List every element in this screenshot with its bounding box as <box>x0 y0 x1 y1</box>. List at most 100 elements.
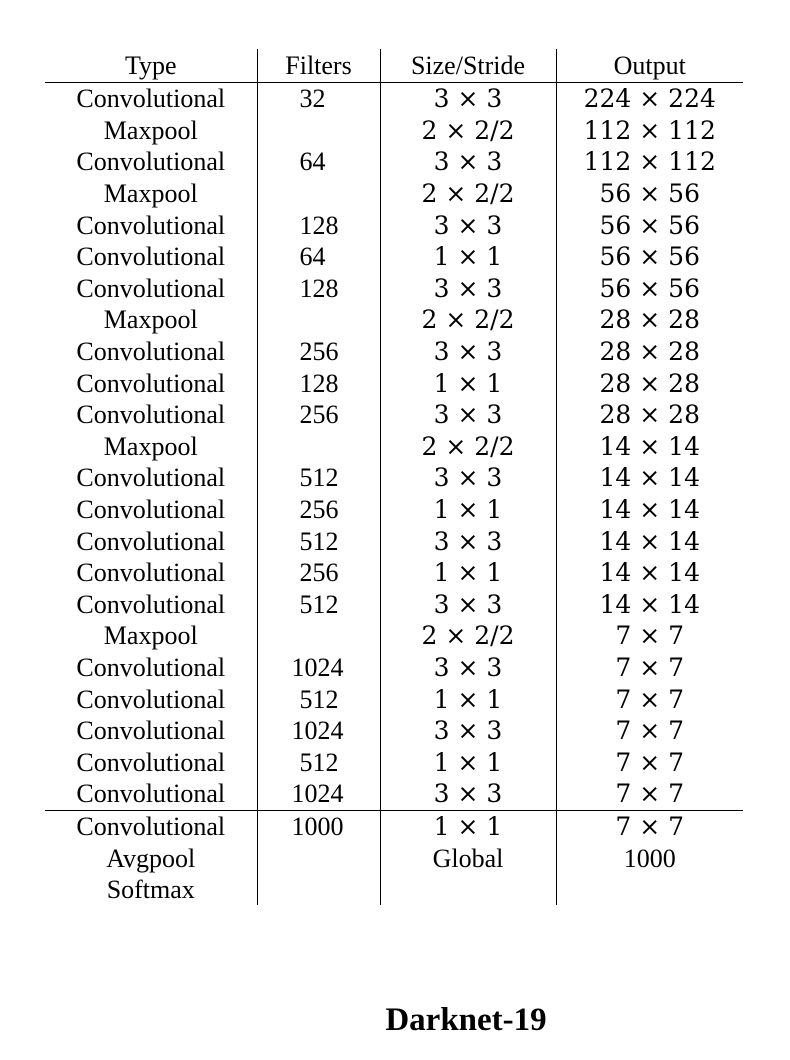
table-row: Avgpool Global 1000 <box>45 842 743 874</box>
cell-filters <box>256 430 380 463</box>
cell-output: 14 × 14 <box>555 556 743 589</box>
cell-type: Convolutional <box>76 495 226 525</box>
cell-size-stride-value: 3 × 3 <box>433 716 503 746</box>
cell-size-stride-value: 1 × 1 <box>433 747 503 777</box>
cell-filters: 1024 <box>256 778 380 811</box>
table-row: Convolutional 512 1 × 1 7 × 7 <box>45 683 743 715</box>
cell-filters: 512 <box>256 683 380 715</box>
cell-type: Convolutional <box>76 589 226 619</box>
cell-filters <box>256 873 380 906</box>
cell-filters <box>256 620 380 652</box>
cell-output-value: 56 × 56 <box>599 210 700 240</box>
cell-size-stride: 3 × 3 <box>379 209 556 241</box>
cell-size-stride: 1 × 1 <box>379 493 556 526</box>
cell-type: Convolutional <box>76 716 226 746</box>
cell-size-stride: Global <box>379 842 556 874</box>
cell-filters: 1000 <box>256 809 380 843</box>
cell-filters: 256 <box>256 493 380 526</box>
cell-filters: 512 <box>256 462 380 494</box>
cell-size-stride-value: 3 × 3 <box>433 652 503 682</box>
cell-size-stride: 1 × 1 <box>379 240 556 273</box>
cell-output: 1000 <box>555 842 743 874</box>
feature-extractor-rows: Convolutional 32 3 × 3 224 × 224 Maxpool 2 × … <box>45 82 743 811</box>
cell-output-value: 28 × 28 <box>599 337 700 367</box>
cell-type: Convolutional <box>76 526 226 556</box>
cell-output: 7 × 7 <box>555 746 743 779</box>
cell-size-stride-value: 1 × 1 <box>433 368 503 398</box>
cell-size-stride: 2 × 2/2 <box>379 177 556 210</box>
cell-size-stride: 1 × 1 <box>379 556 556 589</box>
cell-output-value: 7 × 7 <box>615 716 685 746</box>
table-row: Convolutional 256 3 × 3 28 × 28 <box>45 398 743 431</box>
cell-filters: 64 <box>256 240 380 273</box>
cell-type: Convolutional <box>76 242 226 272</box>
table-row: Convolutional 128 3 × 3 56 × 56 <box>45 272 743 305</box>
cell-size-stride-value: 3 × 3 <box>433 779 503 809</box>
cell-filters: 256 <box>256 335 380 368</box>
cell-size-stride-value: 1 × 1 <box>433 684 503 714</box>
table-row: Convolutional 256 3 × 3 28 × 28 <box>45 335 743 368</box>
cell-type: Convolutional <box>45 778 257 811</box>
cell-filters: 128 <box>256 209 380 241</box>
cell-size-stride: 3 × 3 <box>379 462 556 494</box>
cell-type: Convolutional <box>45 809 257 843</box>
cell-output-value: 7 × 7 <box>615 747 685 777</box>
table-row: Convolutional 512 1 × 1 7 × 7 <box>45 746 743 779</box>
cell-type: Convolutional <box>76 463 226 493</box>
cell-size-stride-value: 2 × 2/2 <box>421 431 515 461</box>
cell-size-stride-value: 3 × 3 <box>433 400 503 430</box>
cell-filters <box>256 842 380 874</box>
cell-type: Maxpool <box>103 305 198 335</box>
cell-size-stride: 3 × 3 <box>379 335 556 368</box>
cell-output: 56 × 56 <box>555 209 743 241</box>
table-row: Softmax <box>45 873 743 906</box>
cell-size-stride-value: 3 × 3 <box>433 210 503 240</box>
table-row: Convolutional 128 1 × 1 28 × 28 <box>45 367 743 399</box>
cell-size-stride-value: 3 × 3 <box>433 463 503 493</box>
cell-type: Convolutional <box>76 210 226 240</box>
cell-output-value: 112 × 112 <box>583 147 716 177</box>
cell-output-value: 14 × 14 <box>599 431 700 461</box>
table-row: Convolutional 512 3 × 3 14 × 14 <box>45 462 743 494</box>
table-row: Convolutional 512 3 × 3 14 × 14 <box>45 588 743 621</box>
cell-output-value: 7 × 7 <box>615 684 685 714</box>
table-row: Maxpool 2 × 2/2 28 × 28 <box>45 304 743 336</box>
cell-size-stride: 2 × 2/2 <box>379 430 556 463</box>
cell-size-stride: 2 × 2/2 <box>379 114 556 147</box>
cell-output: 7 × 7 <box>555 809 743 843</box>
cell-size-stride-value: 3 × 3 <box>433 147 503 177</box>
cell-output: 28 × 28 <box>555 335 743 368</box>
cell-size-stride <box>379 873 556 906</box>
cell-type: Convolutional <box>76 684 226 714</box>
cell-output: 14 × 14 <box>555 493 743 526</box>
table-header: Type Filters Size/Stride Output <box>45 49 743 83</box>
table-row: Convolutional 1024 3 × 3 7 × 7 <box>45 651 743 684</box>
cell-type: Convolutional <box>76 558 226 588</box>
cell-type: Maxpool <box>103 179 198 209</box>
cell-type: Convolutional <box>76 147 226 177</box>
cell-size-stride-value: 3 × 3 <box>433 526 503 556</box>
cell-type: Maxpool <box>103 115 198 145</box>
cell-filters: 64 <box>256 146 380 178</box>
table-row: Convolutional 256 1 × 1 14 × 14 <box>45 556 743 589</box>
cell-output-value: 56 × 56 <box>599 242 700 272</box>
cell-output-value: 14 × 14 <box>599 589 700 619</box>
cell-type: Convolutional <box>76 368 226 398</box>
cell-output-value: 14 × 14 <box>599 463 700 493</box>
cell-filters: 32 <box>256 82 380 115</box>
cell-size-stride: 1 × 1 <box>379 683 556 715</box>
cell-filters: 256 <box>256 556 380 589</box>
cell-size-stride-value: 3 × 3 <box>433 337 503 367</box>
cell-size-stride: 1 × 1 <box>379 746 556 779</box>
cell-output-value: 224 × 224 <box>583 84 716 114</box>
header-type: Type <box>45 49 257 83</box>
cell-output-value: 28 × 28 <box>599 400 700 430</box>
cell-filters: 256 <box>256 398 380 431</box>
cell-size-stride: 3 × 3 <box>379 714 556 747</box>
cell-size-stride-value: 3 × 3 <box>433 84 503 114</box>
cell-output-value: 56 × 56 <box>599 273 700 303</box>
cell-output-value: 14 × 14 <box>599 558 700 588</box>
cell-output: 112 × 112 <box>555 114 743 147</box>
cell-type: Convolutional <box>76 652 226 682</box>
table-row: Convolutional 128 3 × 3 56 × 56 <box>45 209 743 241</box>
